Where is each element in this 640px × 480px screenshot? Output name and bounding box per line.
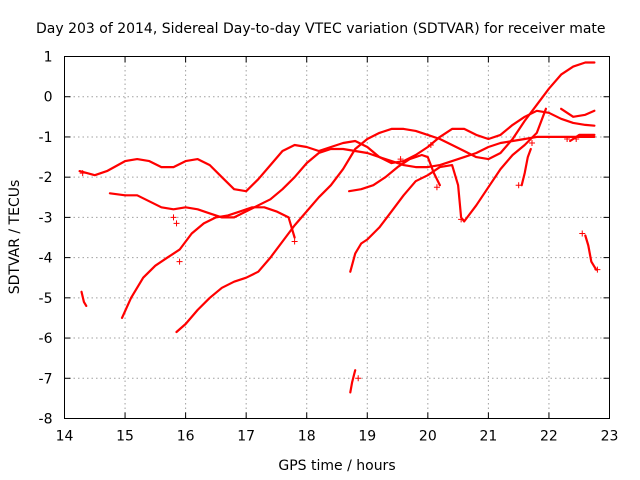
y-tick-label: -2 [39,170,53,186]
data-point-marker [579,230,586,237]
data-point-marker [564,135,571,142]
x-tick-label: 18 [298,429,316,445]
data-point-marker [79,170,86,177]
data-point-marker [573,135,580,142]
series-arc-9 [569,133,596,143]
x-tick-label: 19 [358,429,376,445]
series-arc-4 [175,61,596,334]
data-point-marker [170,214,177,221]
x-tick-label: 17 [237,429,255,445]
series-arc-10 [584,234,598,271]
y-tick-label: -4 [39,251,53,267]
data-point-marker [515,182,522,189]
y-tick-label: 1 [44,50,53,66]
x-axis: 14 15 16 17 18 19 20 21 22 23 [56,56,619,445]
x-tick-label: 14 [56,429,74,445]
y-tick-label: -8 [39,412,53,428]
y-tick-label: -6 [39,331,53,347]
series-arc-1 [78,109,596,193]
y-tick-label: -7 [39,371,53,387]
x-tick-label: 16 [177,429,195,445]
y-axis: -8 -7 -6 -5 -4 -3 -2 -1 0 1 [39,50,610,428]
grid-lines [64,56,610,419]
plot-area [78,61,601,394]
x-tick-label: 21 [479,429,497,445]
data-point-marker [427,141,434,148]
data-point-marker [397,156,404,163]
data-point-marker [291,238,298,245]
x-axis-label: GPS time / hours [278,458,395,474]
x-tick-label: 23 [601,429,619,445]
plot-frame [64,56,610,419]
data-point-marker [528,139,535,146]
y-tick-label: -3 [39,210,53,226]
series-arc-6 [348,153,441,193]
x-tick-label: 20 [419,429,437,445]
data-point-marker [355,375,362,382]
y-tick-label: -5 [39,291,53,307]
x-tick-label: 15 [116,429,134,445]
x-tick-label: 22 [540,429,558,445]
data-point-marker [173,220,180,227]
data-point-marker [594,266,601,273]
data-point-marker [458,216,465,223]
y-tick-label: 0 [44,90,53,106]
series-arc-5 [349,107,547,273]
series-arc-7 [520,147,532,187]
series-arc-8 [560,107,596,118]
chart-title: Day 203 of 2014, Sidereal Day-to-day VTE… [36,21,606,37]
y-tick-label: -1 [39,130,53,146]
data-point-marker [176,258,183,265]
series-arc-11 [80,290,88,307]
data-point-marker [433,184,440,191]
series-arc-12 [349,369,357,394]
series-arc-3 [120,206,296,319]
y-axis-label: SDTVAR / TECUs [7,180,23,295]
